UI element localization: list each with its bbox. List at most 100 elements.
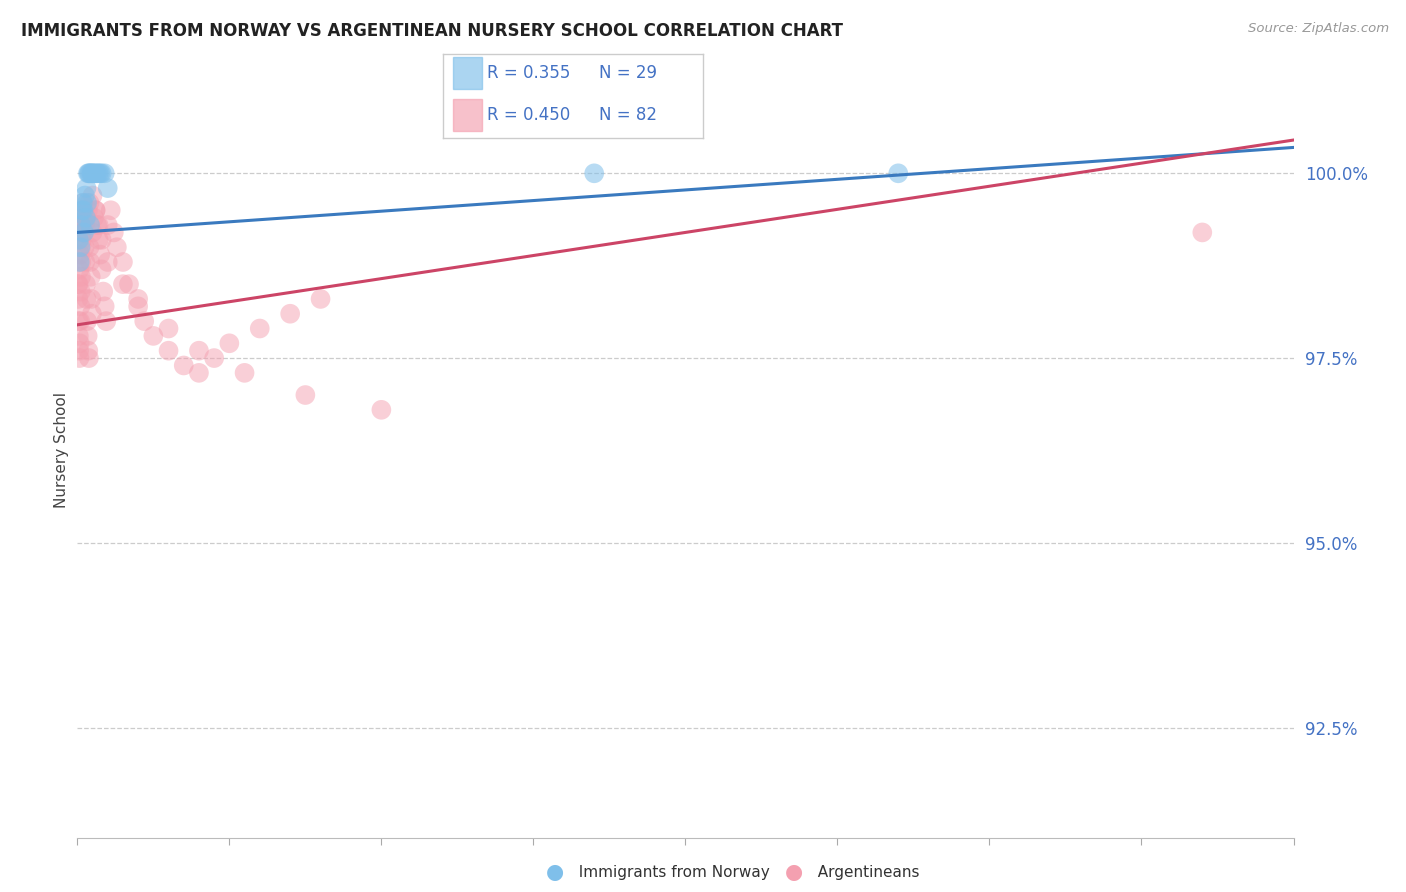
Point	[80, 292, 103, 306]
Point	[70, 240, 93, 254]
Point	[127, 292, 149, 306]
Point	[67, 329, 90, 343]
Point	[72, 203, 94, 218]
Point	[97, 218, 120, 232]
Point	[82, 166, 104, 180]
Point	[188, 366, 211, 380]
Point	[134, 314, 156, 328]
Point	[84, 203, 107, 218]
Point	[118, 277, 141, 292]
Point	[157, 343, 180, 358]
Point	[79, 218, 101, 232]
Point	[86, 166, 108, 180]
Point	[80, 307, 103, 321]
Point	[84, 203, 107, 218]
Point	[83, 166, 105, 180]
Point	[70, 218, 93, 232]
Text: ●: ●	[547, 863, 564, 882]
Point	[69, 285, 91, 299]
Text: Source: ZipAtlas.com: Source: ZipAtlas.com	[1249, 22, 1389, 36]
Point	[66, 277, 89, 292]
Point	[67, 292, 90, 306]
Point	[69, 299, 91, 313]
Point	[583, 166, 606, 180]
Point	[77, 343, 100, 358]
Point	[887, 166, 910, 180]
Text: N = 29: N = 29	[599, 64, 657, 82]
Point	[67, 277, 90, 292]
Point	[76, 329, 98, 343]
Point	[73, 240, 96, 254]
Text: IMMIGRANTS FROM NORWAY VS ARGENTINEAN NURSERY SCHOOL CORRELATION CHART: IMMIGRANTS FROM NORWAY VS ARGENTINEAN NU…	[21, 22, 844, 40]
Point	[73, 188, 96, 202]
Point	[83, 211, 105, 225]
Point	[80, 166, 103, 180]
Point	[111, 255, 134, 269]
Point	[87, 218, 110, 232]
Point	[77, 166, 100, 180]
Point	[278, 307, 301, 321]
Point	[84, 166, 107, 180]
Point	[77, 166, 100, 180]
Point	[100, 203, 122, 218]
Point	[73, 226, 96, 240]
Point	[97, 255, 120, 269]
Point	[75, 211, 97, 225]
Point	[67, 314, 90, 328]
Text: R = 0.450: R = 0.450	[486, 106, 571, 124]
Point	[105, 240, 128, 254]
Point	[173, 359, 195, 373]
Point	[72, 195, 94, 210]
Point	[72, 203, 94, 218]
Point	[70, 233, 93, 247]
Point	[70, 218, 93, 232]
Point	[93, 299, 115, 313]
Point	[89, 166, 111, 180]
Point	[90, 166, 112, 180]
Point	[87, 233, 110, 247]
Point	[75, 292, 97, 306]
Point	[294, 388, 316, 402]
Point	[69, 255, 91, 269]
Point	[69, 247, 91, 261]
Point	[87, 166, 110, 180]
Point	[70, 255, 93, 269]
Point	[72, 211, 94, 225]
Point	[82, 226, 104, 240]
Point	[218, 336, 240, 351]
Point	[96, 314, 118, 328]
Text: N = 82: N = 82	[599, 106, 657, 124]
Point	[249, 321, 271, 335]
Point	[80, 166, 103, 180]
Point	[69, 314, 91, 328]
Y-axis label: Nursery School: Nursery School	[53, 392, 69, 508]
Point	[188, 343, 211, 358]
Point	[127, 299, 149, 313]
Point	[79, 255, 101, 269]
Point	[86, 218, 108, 232]
Point	[70, 269, 93, 284]
Point	[111, 277, 134, 292]
Point	[80, 269, 103, 284]
Point	[90, 262, 112, 277]
Point	[75, 181, 97, 195]
Point	[97, 181, 120, 195]
Point	[76, 195, 98, 210]
Point	[69, 262, 91, 277]
Point	[157, 321, 180, 335]
Point	[67, 233, 90, 247]
Point	[69, 336, 91, 351]
Point	[75, 211, 97, 225]
Point	[89, 247, 111, 261]
Point	[79, 195, 101, 210]
Point	[73, 218, 96, 232]
Point	[370, 402, 392, 417]
Point	[69, 240, 91, 254]
Point	[309, 292, 332, 306]
Point	[90, 233, 112, 247]
Point	[70, 203, 93, 218]
Point	[70, 226, 93, 240]
Point	[103, 226, 125, 240]
Point	[1191, 226, 1213, 240]
Text: Argentineans: Argentineans	[808, 865, 920, 880]
